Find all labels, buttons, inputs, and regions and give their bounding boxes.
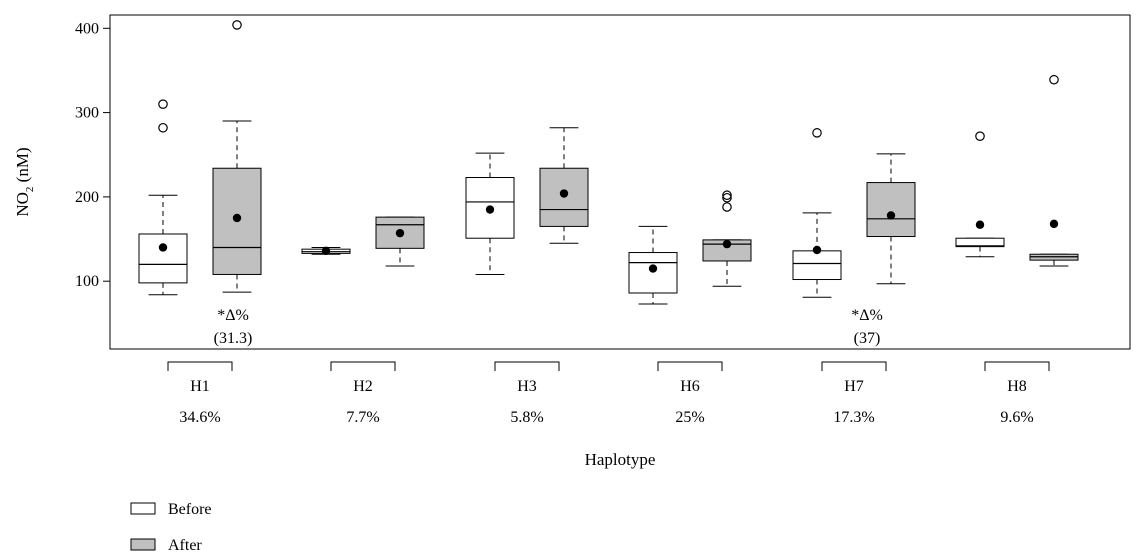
y-tick-label: 300 xyxy=(75,105,99,122)
group-bracket xyxy=(984,361,1050,371)
y-tick-label: 200 xyxy=(75,189,99,206)
y-axis: 100 200 300 400 xyxy=(75,20,110,290)
plot-frame xyxy=(109,14,1131,350)
group-bracket xyxy=(494,361,560,371)
box-before-h3 xyxy=(465,152,515,275)
box-iqr xyxy=(792,250,842,281)
outlier-point xyxy=(158,122,168,133)
mean-point xyxy=(648,264,658,273)
mean-point xyxy=(559,189,569,198)
box-after-h7 xyxy=(866,153,916,285)
mean-point xyxy=(232,213,242,223)
box-iqr xyxy=(138,233,188,284)
significance-value: (31.3) xyxy=(214,330,253,347)
outlier-point xyxy=(812,128,822,138)
significance-value: (37) xyxy=(854,330,881,347)
group-percentage: 25% xyxy=(675,409,704,426)
legend-swatch-after xyxy=(130,538,156,551)
group-percentage: 34.6% xyxy=(179,409,220,426)
x-tick-label: H2 xyxy=(353,378,373,395)
group-percentage: 7.7% xyxy=(346,409,379,426)
x-tick-label: H6 xyxy=(680,378,700,395)
legend-label-before: Before xyxy=(168,501,212,518)
box-after-h8 xyxy=(1029,74,1079,267)
y-tick-label: 100 xyxy=(75,273,99,290)
box-before-h8 xyxy=(955,131,1005,258)
box-before-h2 xyxy=(301,246,351,256)
group-bracket xyxy=(167,361,233,371)
legend: Before After xyxy=(130,501,212,554)
outlier-point xyxy=(232,20,242,30)
x-axis-groups: H1 34.6% *Δ% (31.3) H2 7.7% H3 5.8% H6 25% H7 17.3%… xyxy=(167,307,1050,426)
mean-point xyxy=(485,205,495,214)
box-after-h2 xyxy=(375,216,425,267)
outlier-point xyxy=(722,202,732,212)
outlier-point xyxy=(722,192,732,203)
significance-annotation: *Δ% xyxy=(217,307,249,324)
box-before-h1 xyxy=(138,99,188,296)
mean-point xyxy=(975,220,985,229)
box-after-h6 xyxy=(702,190,752,287)
x-tick-label: H3 xyxy=(517,378,537,395)
x-tick-label: H7 xyxy=(844,378,864,395)
x-tick-label: H1 xyxy=(190,378,210,395)
outlier-point xyxy=(975,131,985,142)
legend-item-before: Before xyxy=(130,501,212,518)
group-percentage: 9.6% xyxy=(1000,409,1033,426)
mean-point xyxy=(886,211,896,220)
group-bracket xyxy=(821,361,887,371)
mean-point xyxy=(321,246,331,256)
group-percentage: 5.8% xyxy=(510,409,543,426)
box-iqr xyxy=(866,182,916,238)
box-after-h3 xyxy=(539,127,589,244)
box-before-h7 xyxy=(792,128,842,298)
group-bracket xyxy=(330,361,396,371)
outlier-point xyxy=(158,99,168,109)
group-bracket xyxy=(657,361,723,371)
significance-annotation: *Δ% xyxy=(851,307,883,324)
box-iqr xyxy=(955,237,1005,248)
mean-point xyxy=(1049,219,1059,229)
mean-point xyxy=(395,228,405,238)
box-after-h1 xyxy=(212,20,262,293)
y-tick-label: 400 xyxy=(75,20,99,37)
legend-label-after: After xyxy=(168,537,202,554)
box-iqr xyxy=(628,252,678,294)
box-series xyxy=(138,20,1079,305)
legend-swatch-before xyxy=(130,502,156,515)
legend-item-after: After xyxy=(130,537,202,554)
group-percentage: 17.3% xyxy=(833,409,874,426)
box-before-h6 xyxy=(628,225,678,305)
x-axis-label: Haplotype xyxy=(585,450,656,469)
mean-point xyxy=(812,245,822,255)
box-iqr xyxy=(702,239,752,262)
outlier-point xyxy=(1049,74,1059,85)
y-axis-label: NO2 (nM) xyxy=(13,147,36,216)
mean-point xyxy=(158,243,168,252)
outlier-point xyxy=(722,190,732,201)
x-tick-label: H8 xyxy=(1007,378,1027,395)
mean-point xyxy=(722,239,732,249)
